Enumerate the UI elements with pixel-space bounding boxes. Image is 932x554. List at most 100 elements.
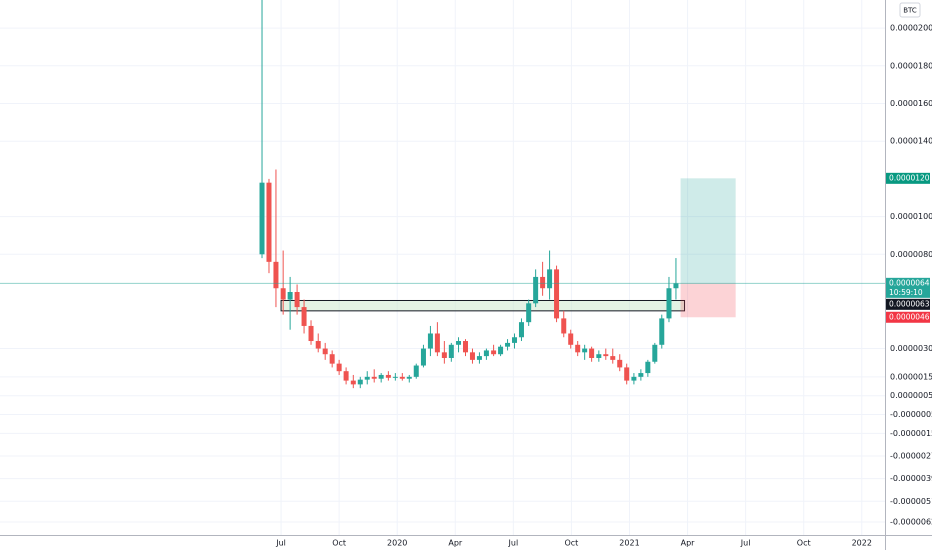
candle-body <box>385 374 391 378</box>
candle-body <box>420 348 426 366</box>
y-tick-label: -0.00000390 <box>890 474 932 483</box>
candle-body <box>469 352 475 360</box>
candle-body <box>512 337 518 343</box>
candle-body <box>596 354 602 358</box>
candle-body <box>336 363 342 372</box>
x-tick-label: Oct <box>332 539 346 548</box>
candle-body <box>308 325 314 342</box>
candle-body <box>406 376 412 379</box>
currency-label[interactable]: BTC <box>903 7 917 15</box>
candle-body <box>266 182 272 262</box>
candle-body <box>589 348 595 358</box>
candle-body <box>483 350 489 357</box>
candle-body <box>645 361 651 374</box>
candle-body <box>280 288 286 300</box>
candle-body <box>631 376 637 381</box>
candle-body <box>350 380 356 385</box>
candle-body <box>533 276 539 304</box>
y-tick-label: -0.00000270 <box>890 452 932 461</box>
x-tick-label: 2022 <box>852 539 872 548</box>
candle-body <box>518 322 524 338</box>
candle-body <box>413 365 419 377</box>
y-tick-label: 0.00000050 <box>890 391 932 400</box>
candle-body <box>287 292 293 300</box>
price-label: 0.00000639 <box>889 299 932 308</box>
x-tick-label: Oct <box>564 539 578 548</box>
candle-body <box>462 341 468 353</box>
candle-body <box>526 303 532 323</box>
candle-body <box>322 348 328 355</box>
candle-body <box>392 376 398 378</box>
candle-body <box>343 371 349 381</box>
candle-body <box>399 376 405 379</box>
x-tick-label: 2021 <box>619 539 639 548</box>
target-zone <box>680 178 736 284</box>
x-tick-label: Apr <box>448 539 463 548</box>
candle-body <box>505 342 511 347</box>
candle-body <box>371 376 377 379</box>
candle-body <box>575 344 581 353</box>
candle-body <box>476 356 482 360</box>
price-label-box <box>886 172 930 184</box>
candle-body <box>456 341 462 345</box>
x-tick-label: 2020 <box>387 539 407 548</box>
candle-body <box>364 376 370 380</box>
candle-body <box>378 374 384 379</box>
candle-body <box>540 276 546 289</box>
x-tick-label: Jul <box>275 539 286 548</box>
candle-body <box>659 318 665 345</box>
price-label-box <box>886 298 930 310</box>
price-label: 0.00001203 <box>889 173 932 182</box>
price-label-box <box>886 311 930 323</box>
candle-body <box>547 269 553 289</box>
candle-body <box>448 344 454 358</box>
x-tick-label: Jul <box>508 539 519 548</box>
x-tick-label: Jul <box>740 539 751 548</box>
candle-body <box>498 346 504 355</box>
candle-body <box>561 318 567 334</box>
candle-body <box>673 283 679 289</box>
x-tick-label: Apr <box>681 539 696 548</box>
candle-body <box>427 333 433 349</box>
currency-button[interactable] <box>899 2 921 18</box>
candle-body <box>273 261 279 289</box>
candle-body <box>441 352 447 358</box>
y-tick-label: -0.00000620 <box>890 517 932 526</box>
candle-body <box>666 288 672 319</box>
candle-body <box>329 354 335 364</box>
candle-body <box>652 344 658 362</box>
stop-zone <box>680 283 736 318</box>
y-tick-label: -0.00000050 <box>890 410 932 419</box>
candle-body <box>610 356 616 360</box>
countdown: 10:59:10 <box>889 288 923 297</box>
x-tick-label: Oct <box>797 539 811 548</box>
candle-body <box>301 307 307 326</box>
candle-body <box>568 333 574 345</box>
candle-body <box>617 359 623 368</box>
candle-body <box>357 379 363 385</box>
candle-body <box>315 341 321 349</box>
price-label: 0.00000646 <box>889 278 932 287</box>
candle-body <box>434 333 440 353</box>
price-label: 0.00000466 <box>889 312 932 321</box>
candle-body <box>554 269 560 319</box>
price-label-box <box>886 277 930 298</box>
candle-body <box>294 292 300 308</box>
candle-body <box>603 354 609 357</box>
zone-box <box>280 299 686 312</box>
y-tick-label: -0.00000510 <box>890 497 932 506</box>
candle-body <box>582 348 588 353</box>
candle-body <box>624 367 630 381</box>
candle-body <box>491 350 497 355</box>
